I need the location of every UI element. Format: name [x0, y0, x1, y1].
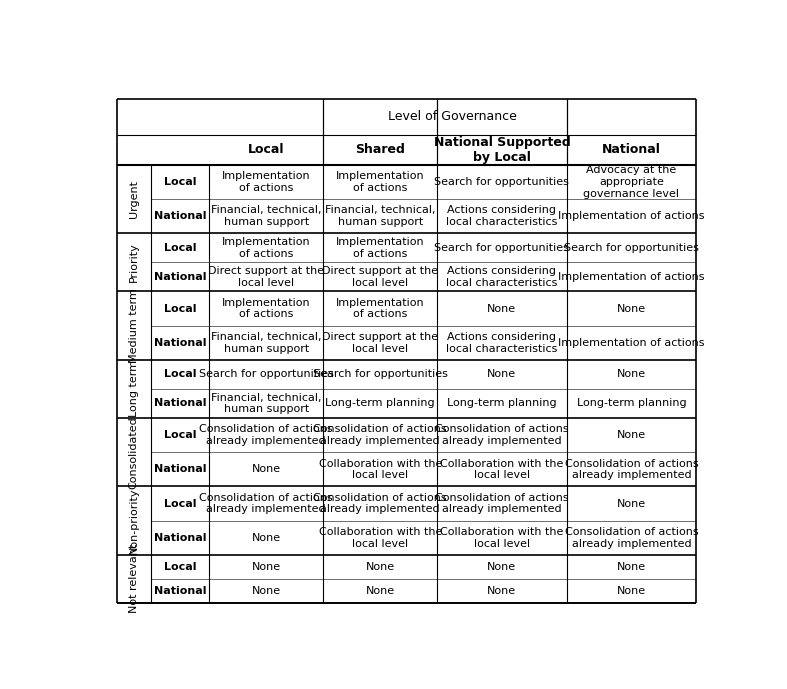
Text: Consolidation of actions
already implemented: Consolidation of actions already impleme… [564, 527, 698, 548]
Text: Implementation of actions: Implementation of actions [558, 272, 704, 282]
Text: None: None [617, 499, 646, 508]
Text: National: National [153, 338, 206, 348]
Text: Local: Local [164, 303, 196, 313]
Text: Local: Local [164, 243, 196, 253]
Text: Implementation
of actions: Implementation of actions [336, 237, 424, 258]
Text: None: None [487, 562, 516, 572]
Text: Collaboration with the
local level: Collaboration with the local level [440, 527, 563, 548]
Text: None: None [617, 303, 646, 313]
Text: Implementation
of actions: Implementation of actions [336, 298, 424, 319]
Text: Local: Local [248, 143, 284, 156]
Text: Implementation
of actions: Implementation of actions [222, 237, 310, 258]
Text: None: None [617, 586, 646, 596]
Text: Consolidation of actions
already implemented: Consolidation of actions already impleme… [199, 493, 333, 515]
Text: Implementation of actions: Implementation of actions [558, 338, 704, 348]
Text: Financial, technical,
human support: Financial, technical, human support [211, 205, 321, 227]
Text: Financial, technical,
human support: Financial, technical, human support [211, 393, 321, 414]
Text: None: None [617, 430, 646, 440]
Text: None: None [617, 562, 646, 572]
Text: Level of Governance: Level of Governance [388, 110, 517, 123]
Text: None: None [252, 586, 281, 596]
Text: Advocacy at the
appropriate
governance level: Advocacy at the appropriate governance l… [583, 165, 679, 198]
Text: None: None [366, 586, 395, 596]
Text: Urgent: Urgent [128, 180, 139, 218]
Text: Long-term planning: Long-term planning [577, 398, 686, 409]
Text: Financial, technical,
human support: Financial, technical, human support [325, 205, 435, 227]
Text: National: National [153, 211, 206, 221]
Text: None: None [487, 303, 516, 313]
Text: Not relevant: Not relevant [128, 544, 139, 613]
Text: Consolidation of actions
already implemented: Consolidation of actions already impleme… [313, 424, 447, 446]
Text: Consolidation of actions
already implemented: Consolidation of actions already impleme… [313, 493, 447, 515]
Text: Local: Local [164, 177, 196, 187]
Text: Consolidation of actions
already implemented: Consolidation of actions already impleme… [435, 424, 569, 446]
Text: National: National [153, 272, 206, 282]
Text: Collaboration with the
local level: Collaboration with the local level [319, 527, 442, 548]
Text: None: None [617, 369, 646, 380]
Text: Consolidation of actions
already implemented: Consolidation of actions already impleme… [199, 424, 333, 446]
Text: Search for opportunities: Search for opportunities [434, 177, 569, 187]
Text: None: None [252, 533, 281, 543]
Text: National Supported
by Local: National Supported by Local [434, 136, 571, 164]
Text: Shared: Shared [355, 143, 405, 156]
Text: Priority: Priority [128, 243, 139, 282]
Text: Search for opportunities: Search for opportunities [564, 243, 699, 253]
Text: None: None [487, 369, 516, 380]
Text: None: None [252, 464, 281, 474]
Text: Medium term: Medium term [128, 288, 139, 363]
Text: Search for opportunities: Search for opportunities [312, 369, 448, 380]
Text: Non-priority: Non-priority [128, 488, 139, 554]
Text: Actions considering
local characteristics: Actions considering local characteristic… [446, 266, 558, 287]
Text: National: National [153, 586, 206, 596]
Text: Local: Local [164, 562, 196, 572]
Text: Search for opportunities: Search for opportunities [198, 369, 334, 380]
Text: Long-term planning: Long-term planning [325, 398, 435, 409]
Text: Long term: Long term [128, 360, 139, 418]
Text: Implementation
of actions: Implementation of actions [336, 171, 424, 193]
Text: Implementation of actions: Implementation of actions [558, 211, 704, 221]
Text: Long-term planning: Long-term planning [447, 398, 556, 409]
Text: Consolidation of actions
already implemented: Consolidation of actions already impleme… [435, 493, 569, 515]
Text: Collaboration with the
local level: Collaboration with the local level [319, 459, 442, 480]
Text: Financial, technical,
human support: Financial, technical, human support [211, 332, 321, 353]
Text: Collaboration with the
local level: Collaboration with the local level [440, 459, 563, 480]
Text: Consolidation of actions
already implemented: Consolidation of actions already impleme… [564, 459, 698, 480]
Text: None: None [487, 586, 516, 596]
Text: Implementation
of actions: Implementation of actions [222, 298, 310, 319]
Text: National: National [602, 143, 661, 156]
Text: Local: Local [164, 430, 196, 440]
Text: Actions considering
local characteristics: Actions considering local characteristic… [446, 332, 558, 353]
Text: Local: Local [164, 369, 196, 380]
Text: None: None [252, 562, 281, 572]
Text: Local: Local [164, 499, 196, 508]
Text: National: National [153, 398, 206, 409]
Text: National: National [153, 464, 206, 474]
Text: National: National [153, 533, 206, 543]
Text: Implementation
of actions: Implementation of actions [222, 171, 310, 193]
Text: None: None [366, 562, 395, 572]
Text: Direct support at the
local level: Direct support at the local level [322, 266, 438, 287]
Text: Consolidated: Consolidated [128, 416, 139, 489]
Text: Search for opportunities: Search for opportunities [434, 243, 569, 253]
Text: Actions considering
local characteristics: Actions considering local characteristic… [446, 205, 558, 227]
Text: Direct support at the
local level: Direct support at the local level [322, 332, 438, 353]
Text: Direct support at the
local level: Direct support at the local level [208, 266, 324, 287]
